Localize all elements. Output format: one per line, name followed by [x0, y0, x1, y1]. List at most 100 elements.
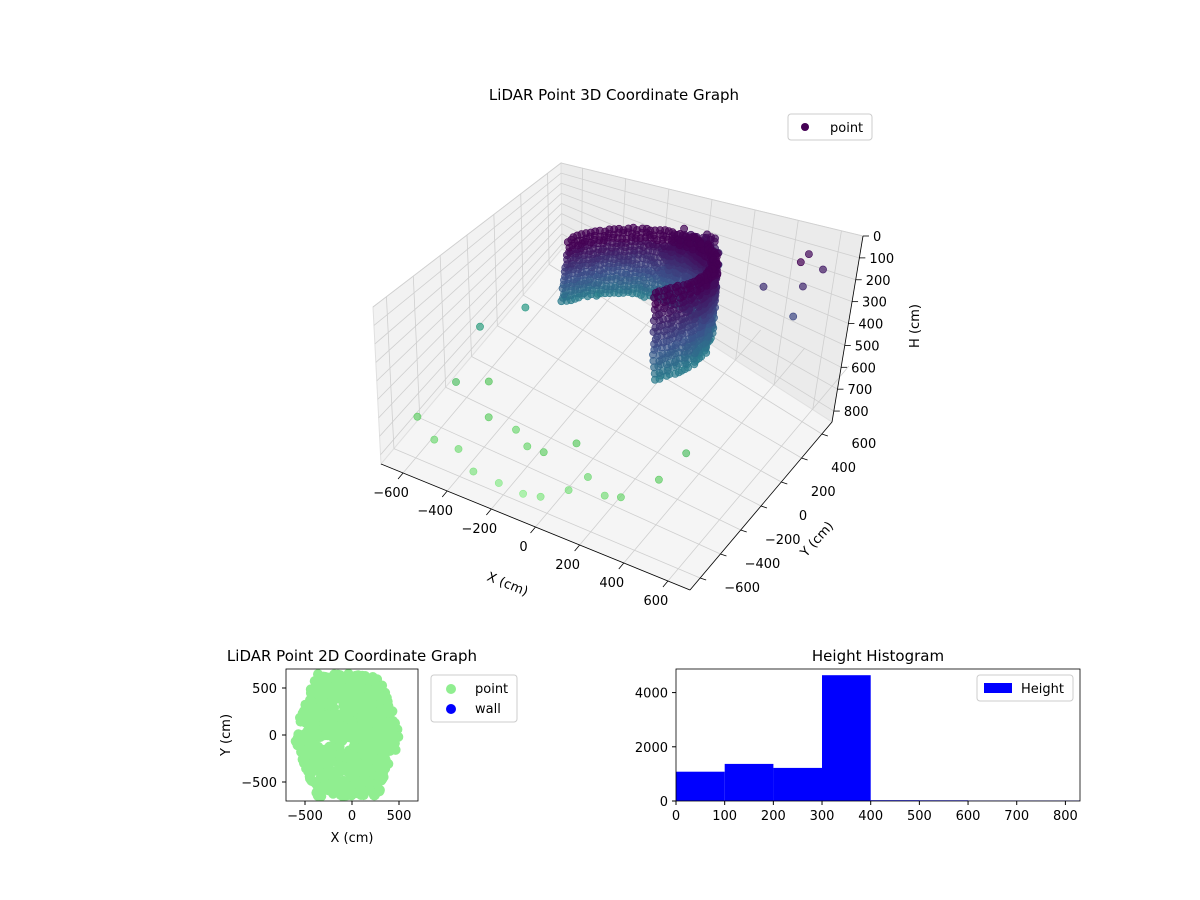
- legend-marker-point: [801, 123, 809, 131]
- data-point-2d: [376, 775, 387, 786]
- histogram-ticks: 0 100 200 300 400 500 600 700 800 0 2000 4000: [635, 687, 1078, 824]
- legend-marker-wall-2d: [446, 704, 456, 714]
- x-tick-label-histogram: 800: [1053, 809, 1078, 824]
- chart-3d-title: LiDAR Point 3D Coordinate Graph: [489, 86, 739, 104]
- data-point-3d: [523, 442, 532, 451]
- data-point-3d: [655, 475, 663, 484]
- data-point-2d: [366, 747, 376, 758]
- data-point-2d: [319, 748, 330, 759]
- data-point-3d: [651, 300, 660, 309]
- x-tick-label-histogram: 500: [907, 809, 932, 824]
- histogram-bar: [676, 771, 725, 801]
- data-point-2d: [309, 751, 320, 762]
- data-point-3d: [682, 449, 691, 458]
- data-point-2d: [313, 669, 323, 680]
- data-point-2d: [305, 695, 316, 706]
- data-point-2d: [333, 764, 344, 774]
- grid-line: [439, 255, 447, 388]
- y-axis-label-2d: Y (cm): [219, 714, 234, 757]
- x-tick-mark: [441, 490, 448, 498]
- y-tick-label: −400: [745, 557, 781, 572]
- data-point-3d: [650, 363, 658, 372]
- data-point-3d: [759, 282, 768, 291]
- grid-line: [393, 448, 701, 579]
- grid-line: [560, 162, 864, 237]
- data-point-2d: [362, 693, 373, 704]
- legend-box: [787, 113, 873, 141]
- data-point-2d: [312, 781, 323, 792]
- data-point-3d: [796, 258, 805, 267]
- y-tick-label: 200: [811, 485, 836, 500]
- x-tick-label-histogram: 0: [672, 809, 680, 824]
- data-point-2d: [325, 683, 336, 694]
- data-point-3d: [651, 335, 660, 344]
- x-tick-2d: −500: [287, 809, 323, 824]
- data-point-2d: [340, 699, 351, 710]
- grid-line: [446, 275, 629, 492]
- grid-line: [471, 356, 762, 507]
- y-tick-mark: [801, 457, 808, 461]
- ticks-3d: −600 −400 −200 0 200 400 600 −600 −400 −200 0 200 40…: [373, 230, 894, 609]
- x-tick-mark: [397, 472, 404, 480]
- data-point-3d: [697, 240, 705, 248]
- histogram-bars: [676, 675, 1080, 801]
- data-point-3d: [413, 412, 422, 421]
- y-tick-label: −200: [765, 533, 801, 548]
- data-point-2d: [351, 729, 362, 740]
- y-tick-label: 400: [831, 461, 856, 476]
- h-axis-line: [831, 235, 864, 423]
- y-axis-label: Y (cm): [797, 519, 837, 561]
- data-point-2d: [351, 675, 362, 686]
- data-point-3d: [584, 473, 592, 481]
- histogram-bar: [773, 767, 822, 801]
- y-tick-label-histogram: 2000: [635, 741, 668, 756]
- legend-label-point: point: [830, 121, 863, 136]
- h-tick-label: 400: [858, 318, 883, 333]
- data-point-2d: [388, 716, 399, 727]
- h-tick-label: 500: [855, 339, 880, 354]
- y-tick-mark: [821, 433, 828, 437]
- histogram-legend: Height: [976, 674, 1074, 702]
- y-tick-mark: [740, 529, 747, 533]
- y-tick-2d: 0: [269, 729, 277, 744]
- data-point-3d: [789, 312, 798, 321]
- legend-marker-height: [984, 683, 1012, 693]
- x-tick-mark: [530, 526, 536, 534]
- grid-line: [812, 230, 842, 410]
- x-tick-label: 200: [555, 558, 580, 573]
- data-point-2d: [358, 748, 369, 759]
- y-tick-mark: [781, 481, 788, 485]
- data-point-2d: [354, 695, 364, 706]
- chart-2d-title: LiDAR Point 2D Coordinate Graph: [227, 647, 477, 665]
- data-point-3d: [651, 323, 660, 332]
- h-tick-label: 200: [866, 274, 891, 289]
- data-point-2d: [309, 719, 320, 730]
- data-point-2d: [322, 730, 333, 741]
- data-point-2d: [362, 726, 373, 737]
- data-point-3d: [805, 250, 813, 258]
- x-tick-label-histogram: 700: [1004, 809, 1029, 824]
- data-point-2d: [319, 697, 329, 708]
- chart-histogram: Height Histogram 0 100 200 300 400 500 600 700 8…: [635, 647, 1081, 824]
- y-tick-mark: [760, 505, 768, 509]
- h-tick-label: 700: [847, 383, 872, 398]
- data-point-3d: [651, 288, 660, 297]
- x-tick-2d: 0: [348, 809, 356, 824]
- data-point-3d: [484, 413, 493, 422]
- data-point-3d: [600, 491, 609, 500]
- data-point-2d: [333, 674, 344, 685]
- data-point-2d: [347, 716, 358, 727]
- grid-line: [561, 172, 860, 259]
- data-point-3d: [799, 282, 807, 291]
- data-point-3d: [572, 439, 581, 448]
- x-tick-mark: [662, 580, 669, 588]
- chart-2d-legend: point wall: [430, 674, 518, 723]
- data-point-3d: [430, 435, 439, 444]
- x-tick-mark: [574, 544, 580, 552]
- grid-line: [412, 276, 421, 418]
- data-point-2d: [348, 772, 359, 782]
- data-point-2d: [353, 685, 364, 696]
- data-point-2d: [378, 691, 389, 702]
- x-tick-2d: 500: [387, 809, 412, 824]
